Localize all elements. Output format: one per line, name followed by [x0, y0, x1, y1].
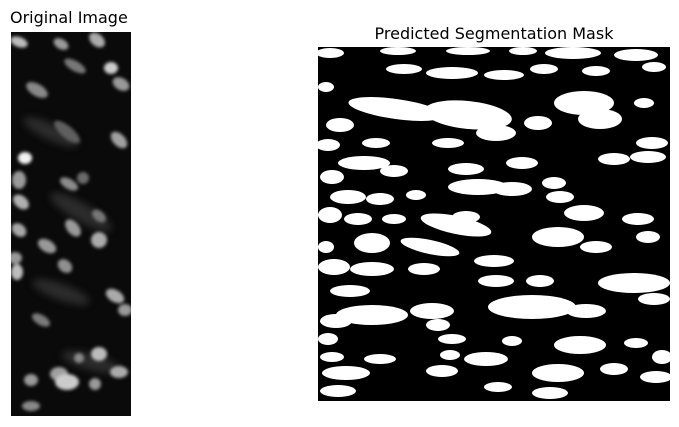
segmentation-mask	[318, 47, 670, 401]
segmentation-mask-title: Predicted Segmentation Mask	[374, 24, 614, 43]
original-image-title: Original Image	[10, 8, 128, 27]
original-image	[11, 32, 131, 416]
